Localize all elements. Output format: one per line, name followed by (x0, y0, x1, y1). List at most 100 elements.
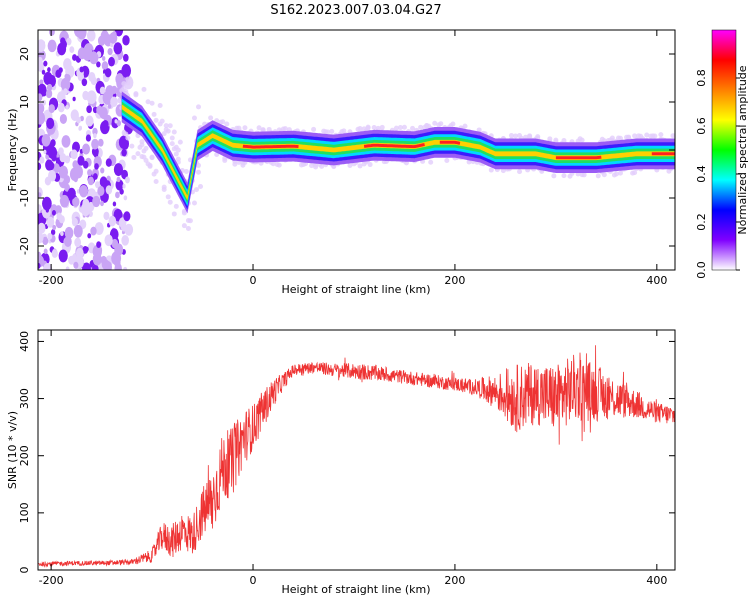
spectrogram-cell (58, 249, 68, 263)
spectrogram-cell (357, 163, 363, 169)
spectrogram-cell (55, 69, 62, 78)
colorbar-ticks: 0.0 0.2 0.4 0.6 0.8 (695, 69, 740, 279)
spectrogram-cell (51, 210, 56, 216)
snr-x-ticks: -200 0 200 400 (39, 330, 667, 587)
spectrogram-cell (41, 99, 47, 106)
spectrogram-cell (61, 135, 71, 148)
spectrogram-cell (105, 158, 112, 167)
spectrogram-cell (45, 89, 53, 99)
spectrogram-cell (42, 263, 53, 270)
spectrogram-cell (124, 176, 130, 184)
spectrogram-cell (191, 200, 197, 206)
spectrogram-cell (75, 247, 84, 259)
spectrogram-cell (151, 111, 157, 117)
spectrogram-cell (183, 168, 189, 174)
spectrogram-cell (153, 168, 159, 174)
snr-series-line (38, 345, 675, 568)
spectrogram-cell (149, 154, 155, 160)
spectrogram-cell (171, 211, 177, 217)
spectrogram-cell (73, 224, 83, 238)
spectrogram-cell (123, 211, 131, 222)
spectrogram-cell (282, 126, 288, 132)
spectrogram-cell (38, 232, 44, 244)
spectrogram-cell (42, 196, 52, 211)
x-tick-label: 0 (250, 574, 257, 587)
colorbar-tick-label: 0.2 (695, 213, 708, 231)
spectrogram-cell (379, 124, 385, 130)
spectrogram-ridge-band (121, 98, 675, 207)
x-tick-label: 200 (444, 274, 465, 287)
spectrogram-cell (122, 35, 130, 46)
spectrogram-cell (57, 102, 65, 113)
spectrogram-cell (95, 181, 101, 189)
spectrogram-cell (87, 233, 92, 239)
spectrogram-cell (87, 177, 94, 186)
spectrogram-cell (99, 86, 106, 95)
spectrogram-cell (60, 231, 64, 237)
spectrogram-cell (165, 128, 171, 134)
x-tick-label: 0 (250, 274, 257, 287)
spectrogram-ridge-core (242, 144, 299, 149)
spectrogram-cell (131, 154, 137, 160)
spectrogram-cell (551, 173, 557, 179)
spectrogram-cell (102, 91, 113, 105)
spectrogram-cell (96, 241, 102, 249)
spectrogram-cell (444, 158, 450, 164)
spectrogram-cell (193, 187, 199, 193)
spectrogram-cell (375, 125, 381, 131)
spectrogram-cell (38, 61, 45, 72)
spectrogram-cell (462, 123, 468, 129)
colorbar-tick-label: 0.4 (695, 165, 708, 183)
spectrogram-cell (123, 131, 129, 137)
spectrogram-cell (125, 80, 131, 86)
spectrogram-cell (101, 61, 109, 71)
spectrogram-cell (428, 159, 434, 165)
spectrogram-cell (41, 69, 46, 75)
snr-x-axis-label: Height of straight line (km) (281, 583, 430, 596)
spectrogram-cell (161, 184, 167, 190)
spectrogram-cell (141, 86, 147, 92)
spectrogram-cell (92, 252, 102, 266)
spectrogram-cell (153, 178, 159, 184)
spectrogram-cell (81, 78, 88, 87)
spectrogram-y-axis-label: Frequency (Hz) (6, 109, 19, 192)
spectrogram-cell (410, 125, 416, 131)
spectrogram-cell (38, 222, 46, 234)
spectrogram-cell (319, 163, 325, 169)
spectrogram-cell (167, 199, 173, 205)
spectrogram-cell (109, 32, 118, 44)
spectrogram-cell (113, 208, 123, 222)
spectrogram-cell (57, 42, 67, 56)
spectrogram-cell (270, 161, 276, 167)
spectrogram-cell (104, 68, 112, 78)
spectrogram-cell (47, 67, 51, 73)
spectrogram-cell (38, 162, 42, 171)
spectrogram-cell (86, 90, 97, 105)
spectrogram-cell (69, 46, 75, 54)
spectrogram-cell (72, 196, 80, 208)
spectrogram-cell (59, 152, 67, 163)
spectrogram-cell (561, 137, 567, 143)
spectrogram-cell (82, 262, 91, 270)
spectrogram-cell (45, 159, 54, 171)
spectrogram-cell (393, 125, 399, 131)
spectrogram-cell (329, 128, 335, 134)
spectrogram-cell (517, 169, 523, 175)
spectrogram-cell (139, 139, 145, 145)
spectrogram-cell (39, 79, 44, 86)
colorbar-tick-label: 0.0 (695, 261, 708, 279)
spectrogram-cell (191, 115, 197, 121)
spectrogram-cell (198, 183, 204, 189)
spectrogram-cell (104, 234, 113, 247)
y-tick-label: 100 (18, 502, 31, 523)
figure-title: S162.2023.007.03.04.G27 (270, 3, 441, 18)
spectrogram-cell (175, 156, 181, 162)
spectrogram-cell (48, 170, 57, 182)
spectrogram-cell (173, 203, 179, 209)
snr-panel: -200 0 200 400 0 100 200 300 400 Height of stra… (6, 329, 676, 596)
spectrogram-cell (418, 124, 424, 130)
spectrogram-cell (116, 176, 121, 183)
spectrogram-cell (256, 125, 262, 131)
